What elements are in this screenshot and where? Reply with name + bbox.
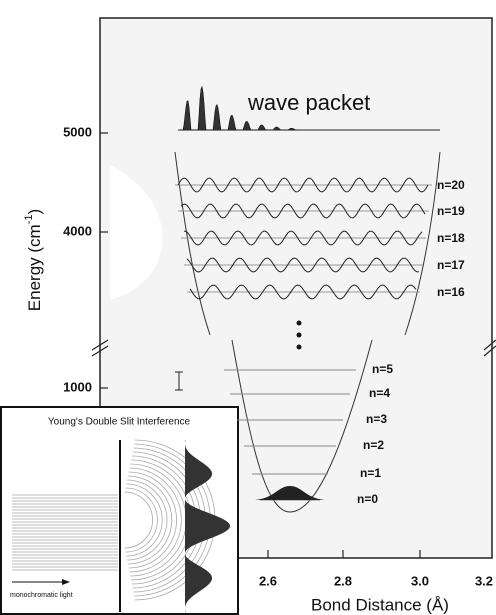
y-label-close: ) [25,209,44,215]
level-label: n=17 [437,258,465,272]
x-axis-label: Bond Distance (Å) [311,595,449,614]
y-label-sup: -1 [23,214,35,224]
y-tick-label: 4000 [63,223,92,238]
cursor-glyph [175,371,183,391]
ellipsis [296,320,302,350]
level-label: n=19 [437,204,465,218]
inset-title: Young's Double Slit Interference [48,417,191,428]
diffracted-wave [124,491,153,549]
ground-wavefunction [255,486,325,500]
level-label: n=20 [437,178,465,192]
upper-potential [174,151,441,336]
wavefunction [186,257,420,273]
wave-packet [180,85,300,131]
level-label: n=4 [369,386,390,400]
wave-packet-label: wave packet [247,90,370,115]
level-label: n=16 [437,285,465,299]
level-label: n=5 [372,362,393,376]
wavefunction [189,284,417,300]
diffracted-wave [126,479,168,561]
level-label: n=2 [363,438,384,452]
level-label: n=0 [357,492,378,506]
wavefunction [180,203,426,219]
diffracted-wave [129,467,182,573]
level-label: n=18 [437,231,465,245]
inset: Young's Double Slit Interference monochr… [0,406,239,615]
diffracted-wave [125,487,158,553]
y-tick-label: 5000 [63,124,92,139]
x-tick-label: 3.0 [411,573,429,588]
wavefunction [177,177,429,193]
diffracted-wave [127,475,173,565]
y-tick-label: 1000 [63,379,92,394]
y-label-text: Energy (cm [25,224,44,311]
diffracted-wave [128,471,177,569]
interference-pattern [185,440,230,612]
wavefunction [183,230,423,246]
y-axis-label: Energy (cm-1) [23,209,45,311]
initial-gaussian [110,165,163,300]
lower-potential [231,339,373,513]
x-tick-label: 2.6 [259,573,277,588]
x-tick-label: 2.8 [334,573,352,588]
level-label: n=1 [360,466,381,480]
diffracted-wave [126,483,163,557]
axis-ticks [91,132,496,558]
level-label: n=3 [366,412,387,426]
x-tick-label: 3.2 [475,573,493,588]
inset-caption: monochromatic light [10,592,73,599]
